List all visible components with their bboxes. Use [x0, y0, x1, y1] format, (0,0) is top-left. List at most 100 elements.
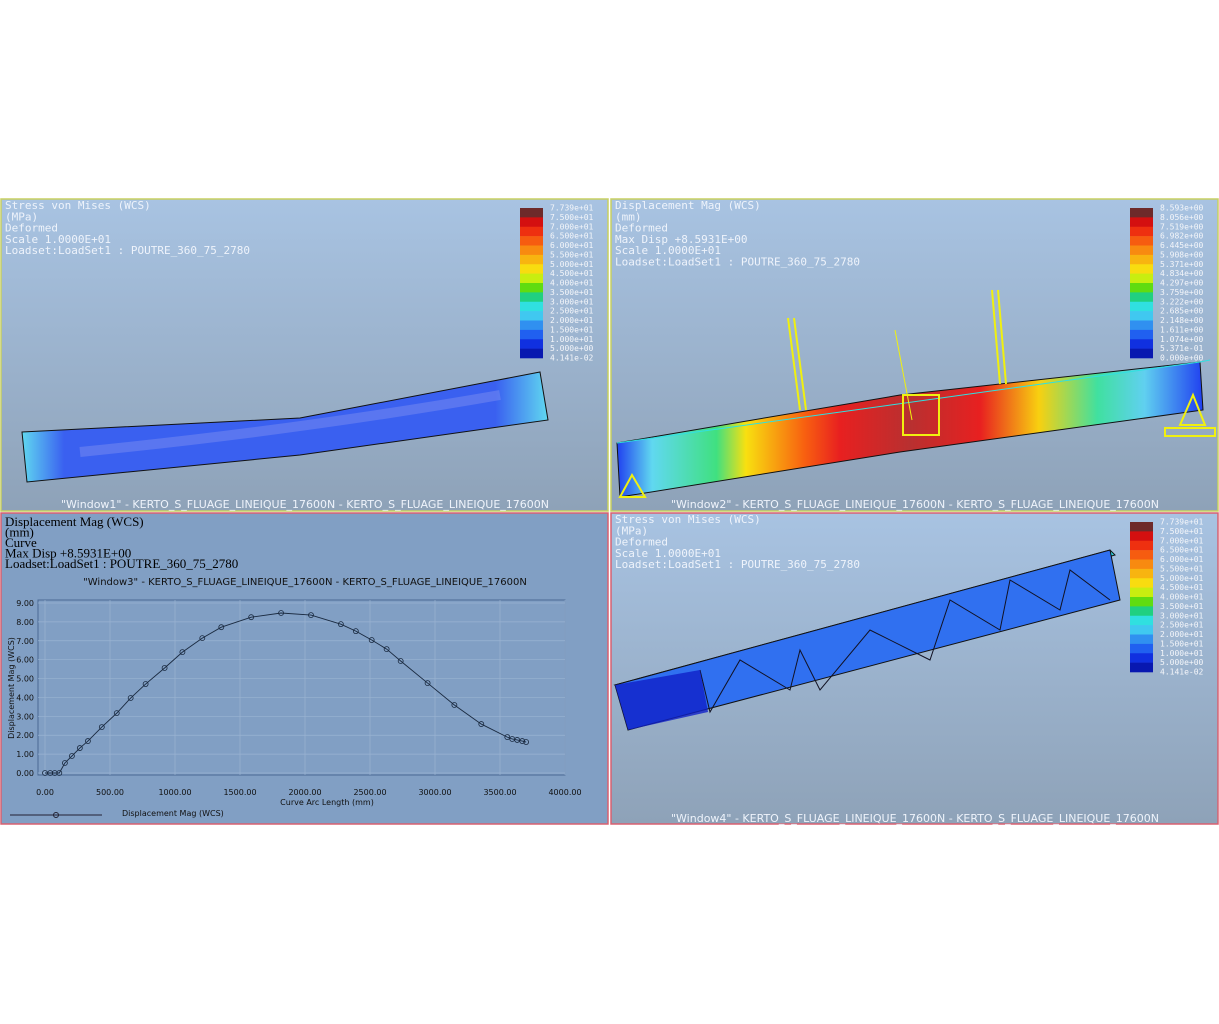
y-tick-label: 5.00 — [16, 675, 34, 684]
colormap-swatch — [520, 339, 543, 349]
legend-label: 1.611e+00 — [1160, 325, 1204, 334]
y-tick-label: 1.00 — [16, 750, 34, 759]
legend-label: 2.685e+00 — [1160, 307, 1204, 316]
legend-label: 7.739e+01 — [1160, 518, 1204, 527]
colormap-swatch — [520, 301, 543, 312]
colormap-swatch — [1130, 264, 1153, 274]
legend-label: 5.500e+01 — [1160, 564, 1204, 573]
header-line: Stress von Mises (WCS) — [5, 199, 151, 212]
y-tick-label: 4.00 — [16, 693, 34, 702]
data-point — [47, 770, 54, 776]
colormap-swatch — [1130, 606, 1153, 617]
colormap-swatch — [1130, 273, 1153, 284]
window-caption: "Window1" - KERTO_S_FLUAGE_LINEIQUE_1760… — [61, 498, 549, 511]
legend-label: 6.000e+01 — [1160, 555, 1204, 564]
y-axis-label: Displacement Mag (WCS) — [7, 637, 16, 739]
legend-label: 3.000e+01 — [1160, 611, 1204, 620]
legend-label: 7.000e+01 — [1160, 536, 1204, 545]
x-tick-label: 3000.00 — [418, 788, 451, 797]
legend-label: 1.500e+01 — [550, 325, 594, 334]
data-point — [337, 621, 344, 628]
legend-label: 6.500e+01 — [1160, 546, 1204, 555]
legend-label: 0.000e+00 — [1160, 354, 1204, 363]
undeformed-outline — [616, 359, 1211, 444]
header-line: (mm) — [5, 525, 34, 540]
x-tick-label: 2000.00 — [288, 788, 321, 797]
x-axis-label: Curve Arc Length (mm) — [280, 798, 374, 807]
header-line: Displacement Mag (WCS) — [5, 514, 144, 529]
header-line: Loadset:LoadSet1 : POUTRE_360_75_2780 — [615, 256, 860, 269]
chart-title: "Window3" - KERTO_S_FLUAGE_LINEIQUE_1760… — [83, 577, 527, 588]
header-line: Loadset:LoadSet1 : POUTRE_360_75_2780 — [5, 244, 250, 257]
legend-label: 5.000e+00 — [550, 344, 594, 353]
window-caption: "Window2" - KERTO_S_FLUAGE_LINEIQUE_1760… — [671, 498, 1159, 511]
colormap-swatch — [1130, 634, 1153, 645]
x-tick-label: 2500.00 — [353, 788, 386, 797]
legend-label: 2.000e+01 — [550, 316, 594, 325]
data-point — [142, 681, 149, 687]
legend-label: 2.500e+01 — [1160, 621, 1204, 630]
colormap-swatch — [520, 254, 543, 265]
colormap-swatch — [1130, 597, 1153, 607]
legend-label: 7.739e+01 — [550, 204, 594, 213]
y-tick-label: 2.00 — [16, 731, 34, 740]
legend-label: 4.297e+00 — [1160, 279, 1204, 288]
colormap-swatch — [520, 208, 543, 218]
colormap-swatch — [1130, 662, 1153, 673]
legend-label: 8.593e+00 — [1160, 204, 1204, 213]
x-tick-label: 4000.00 — [548, 788, 581, 797]
load-arrows — [618, 289, 1216, 498]
x-tick-label: 3500.00 — [483, 788, 516, 797]
header-line: (MPa) — [5, 210, 38, 223]
data-point — [56, 770, 63, 776]
colormap-swatch — [520, 236, 543, 246]
legend-label: 1.074e+00 — [1160, 335, 1204, 344]
data-point — [179, 649, 186, 656]
header-line: Loadset:LoadSet1 : POUTRE_360_75_2780 — [5, 556, 238, 571]
window-3[interactable] — [0, 512, 609, 825]
data-point — [76, 745, 83, 751]
colormap-swatch — [1130, 653, 1153, 663]
data-point — [424, 680, 431, 686]
legend-label: 1.500e+01 — [1160, 639, 1204, 648]
y-tick-label: 9.00 — [16, 599, 34, 608]
colormap-swatch — [1130, 254, 1153, 265]
data-point — [519, 738, 526, 744]
header-line: Loadset:LoadSet1 : POUTRE_360_75_2780 — [615, 558, 860, 571]
x-tick-label: 0.00 — [36, 788, 54, 797]
legend-label: 8.056e+00 — [1160, 213, 1204, 222]
header-line: Curve — [5, 535, 37, 550]
data-line — [45, 612, 527, 774]
colormap-swatch — [1130, 339, 1153, 349]
y-tick-label: 0.00 — [16, 769, 34, 778]
y-tick-label: 8.00 — [16, 618, 34, 627]
colormap-swatch — [520, 348, 543, 359]
y-tick-label: 6.00 — [16, 656, 34, 665]
data-point — [504, 734, 511, 741]
colormap-swatch — [520, 283, 543, 293]
legend-label: 4.500e+01 — [550, 269, 594, 278]
colormap-swatch — [1130, 615, 1153, 626]
colormap-swatch — [1130, 320, 1153, 331]
colormap-swatch — [520, 264, 543, 274]
legend-label: 3.222e+00 — [1160, 297, 1204, 306]
legend-label: 2.500e+01 — [550, 307, 594, 316]
legend-label: 2.000e+01 — [1160, 630, 1204, 639]
colormap-swatch — [1130, 301, 1153, 312]
y-tick-label: 7.00 — [16, 637, 34, 646]
legend-label: 1.000e+01 — [1160, 649, 1204, 658]
colormap-swatch — [1130, 236, 1153, 246]
colormap-swatch — [1130, 559, 1153, 570]
legend-label: 5.000e+01 — [550, 260, 594, 269]
colormap-swatch — [1130, 245, 1153, 256]
colormap-swatch — [520, 273, 543, 284]
legend-label: 3.000e+01 — [550, 297, 594, 306]
colormap-swatch — [1130, 311, 1153, 321]
colormap-swatch — [1130, 329, 1153, 340]
data-point — [113, 710, 120, 717]
colormap-swatch — [520, 311, 543, 321]
legend-label: 6.500e+01 — [550, 232, 594, 241]
colormap-swatch — [1130, 531, 1153, 542]
legend-label: 4.000e+01 — [550, 279, 594, 288]
